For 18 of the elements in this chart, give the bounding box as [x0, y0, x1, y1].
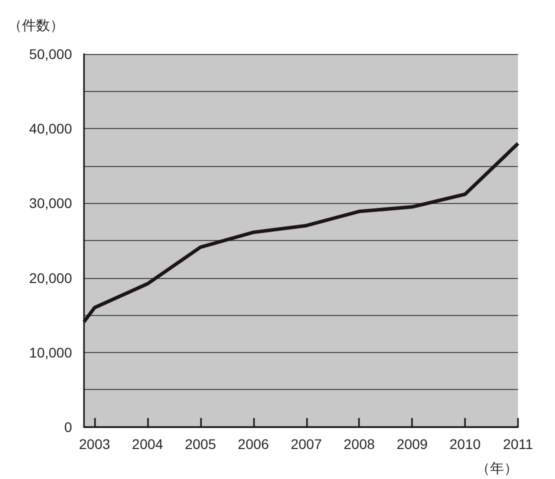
y-axis-title: （件数） [8, 17, 64, 33]
y-tick-label: 10,000 [29, 344, 72, 360]
y-tick-label: 20,000 [29, 270, 72, 286]
y-tick-label: 50,000 [29, 46, 72, 62]
x-tick-label: 2008 [344, 436, 375, 452]
y-tick-label: 40,000 [29, 120, 72, 137]
y-tick-label: 30,000 [29, 195, 72, 212]
x-tick-label: 2011 [502, 436, 534, 452]
x-tick-label: 2010 [449, 436, 481, 452]
x-axis-title: （年） [476, 460, 518, 476]
x-tick-label: 2003 [79, 436, 110, 452]
x-tick-label: 2004 [132, 436, 164, 452]
x-tick-label: 2009 [396, 436, 428, 452]
y-tick-label: 0 [64, 419, 72, 435]
line-series [82, 142, 520, 324]
x-tick-label: 2005 [184, 436, 216, 452]
x-tick-label: 2006 [238, 436, 270, 452]
x-tick-label: 2007 [290, 436, 322, 452]
